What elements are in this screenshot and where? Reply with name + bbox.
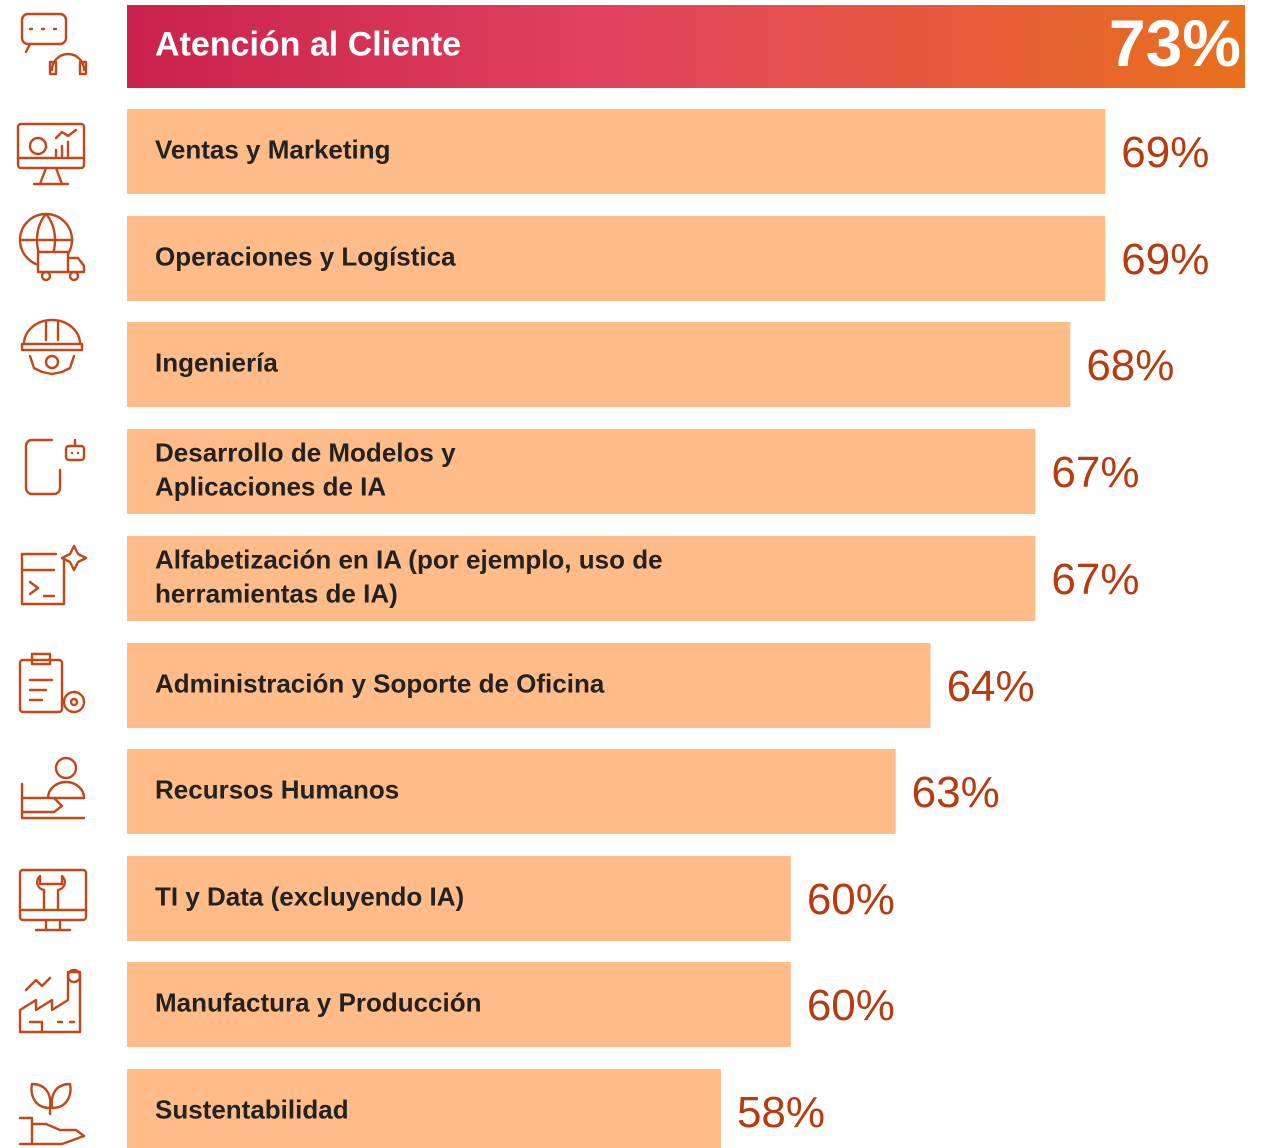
icon-it xyxy=(18,868,88,932)
category-label: Alfabetización en IA (por ejemplo, uso d… xyxy=(155,544,663,574)
bar xyxy=(127,429,1036,514)
icon-admin xyxy=(18,652,86,714)
icons xyxy=(16,12,88,1146)
highlight-bar xyxy=(127,5,1245,88)
category-label: herramientas de IA) xyxy=(155,578,398,608)
icon-ai-app xyxy=(24,438,86,496)
value-label: 73% xyxy=(1109,6,1241,80)
category-label: Manufactura y Producción xyxy=(155,987,482,1017)
value-label: 64% xyxy=(947,662,1035,711)
icon-factory xyxy=(18,968,82,1034)
icon-support xyxy=(20,12,88,76)
icon-terminal xyxy=(20,544,88,606)
icon-sustainability xyxy=(18,1082,86,1146)
category-label: Recursos Humanos xyxy=(155,774,399,804)
value-label: 69% xyxy=(1121,128,1209,177)
value-label: 68% xyxy=(1086,341,1174,390)
value-label: 67% xyxy=(1051,448,1139,497)
bar xyxy=(127,962,791,1047)
bar xyxy=(127,109,1106,194)
icon-sales xyxy=(16,122,86,186)
bar xyxy=(127,536,1036,621)
value-label: 67% xyxy=(1051,555,1139,604)
category-label: Atención al Cliente xyxy=(155,25,461,63)
bar xyxy=(127,1069,721,1148)
category-label: TI y Data (excluyendo IA) xyxy=(155,881,464,911)
category-label: Desarrollo de Modelos y xyxy=(155,437,456,467)
value-label: 63% xyxy=(912,768,1000,817)
value-label: 60% xyxy=(807,875,895,924)
bar xyxy=(127,216,1106,301)
value-label: 69% xyxy=(1121,235,1209,284)
category-label: Sustentabilidad xyxy=(155,1094,349,1124)
icon-hr xyxy=(20,756,86,820)
bar xyxy=(127,643,931,728)
bar xyxy=(127,749,896,834)
category-label: Ingeniería xyxy=(155,347,278,377)
category-label: Administración y Soporte de Oficina xyxy=(155,668,605,698)
bar xyxy=(127,856,791,941)
category-label: Aplicaciones de IA xyxy=(155,471,386,501)
value-label: 58% xyxy=(737,1088,825,1137)
icon-logistics xyxy=(18,212,86,282)
category-label: Ventas y Marketing xyxy=(155,134,391,164)
value-label: 60% xyxy=(807,981,895,1030)
icon-engineering xyxy=(20,318,84,376)
bar xyxy=(127,322,1071,407)
category-label: Operaciones y Logística xyxy=(155,241,456,271)
